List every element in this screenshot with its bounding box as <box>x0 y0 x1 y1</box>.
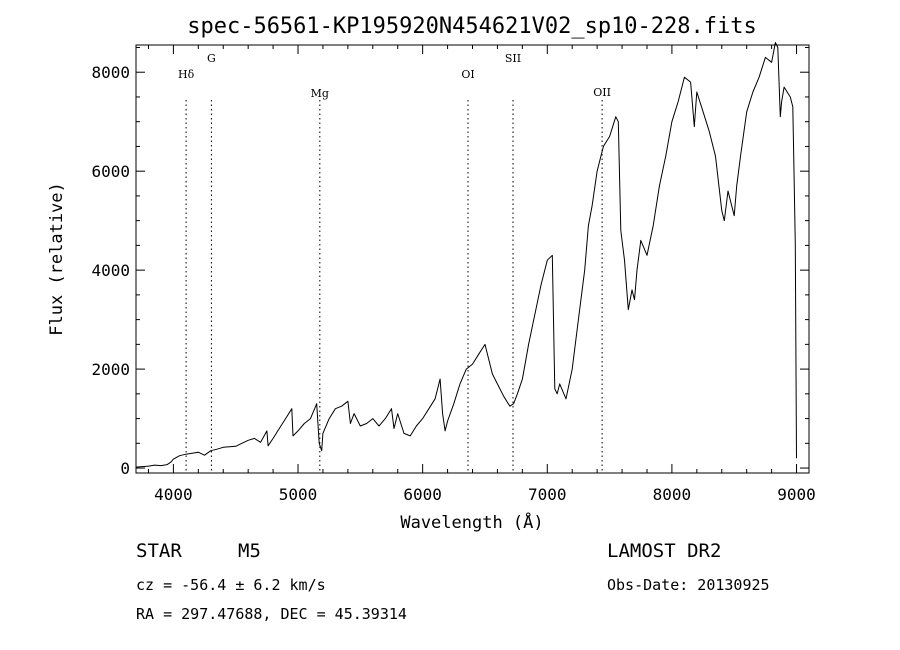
spectrum-chart: spec-56561-KP195920N454621V02_sp10-228.f… <box>0 0 900 650</box>
object-class: STAR <box>136 540 182 562</box>
chart-title: spec-56561-KP195920N454621V02_sp10-228.f… <box>187 14 757 39</box>
redshift-cz: cz = -56.4 ± 6.2 km/s <box>136 576 326 594</box>
y-axis-label: Flux (relative) <box>47 182 67 336</box>
x-tick-label: 9000 <box>777 485 816 504</box>
spectral-line-label: OI <box>461 68 474 81</box>
spectral-line-label: Hδ <box>178 68 195 81</box>
plot-area <box>136 43 797 468</box>
object-subclass: M5 <box>238 540 261 562</box>
x-tick-label: 6000 <box>403 485 442 504</box>
y-tick-label: 4000 <box>91 261 130 280</box>
spectral-line-label: OII <box>593 86 611 99</box>
survey-name: LAMOST DR2 <box>607 540 721 562</box>
x-tick-label: 8000 <box>653 485 692 504</box>
spectral-line-label: SII <box>505 52 521 65</box>
spectral-line-label: G <box>207 52 216 65</box>
x-tick-label: 4000 <box>154 485 193 504</box>
x-axis-label: Wavelength (Å) <box>400 511 543 533</box>
coordinates: RA = 297.47688, DEC = 45.39314 <box>136 605 407 623</box>
y-tick-label: 6000 <box>91 162 130 181</box>
spectrum-line <box>136 43 797 468</box>
x-tick-label: 5000 <box>279 485 318 504</box>
y-tick-label: 2000 <box>91 360 130 379</box>
y-tick-label: 8000 <box>91 63 130 82</box>
spectral-lines: Hδ G Mg OI SII OII <box>178 52 611 473</box>
y-tick-label: 0 <box>120 459 130 478</box>
spectral-line-label: Mg <box>311 87 329 100</box>
axis-ticks: 4000 5000 6000 7000 8000 9000 0 2000 4000 6000 800… <box>91 45 815 504</box>
plot-frame <box>136 45 809 473</box>
observation-date: Obs-Date: 20130925 <box>607 576 770 594</box>
x-tick-label: 7000 <box>528 485 567 504</box>
